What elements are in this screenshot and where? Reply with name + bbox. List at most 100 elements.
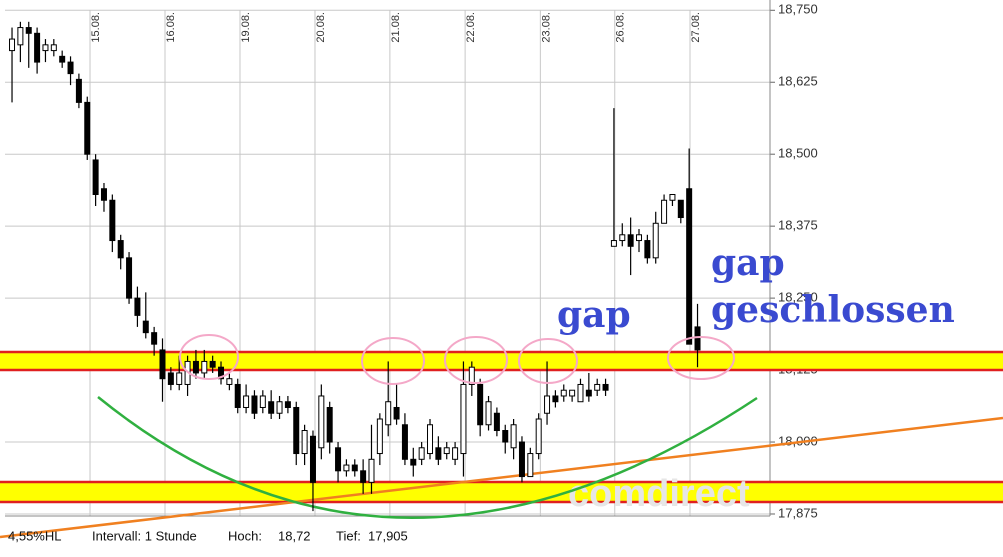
candle-body xyxy=(577,383,584,403)
x-tick-label: 26.08. xyxy=(615,12,627,43)
support-zone xyxy=(0,482,1003,502)
trend-line xyxy=(0,416,1003,539)
candle-body xyxy=(176,372,183,385)
candle-body xyxy=(585,389,592,397)
footer-text: Hoch: xyxy=(228,528,262,543)
candle-body xyxy=(569,389,576,397)
candle-body xyxy=(502,430,509,443)
candle-body xyxy=(468,366,475,385)
candle-body xyxy=(34,32,41,63)
candle-body xyxy=(644,240,651,259)
highlight-circle xyxy=(518,338,578,384)
candle-body xyxy=(159,349,166,380)
candle-body xyxy=(560,389,567,397)
candle-body xyxy=(117,240,124,259)
candle-body xyxy=(309,435,316,483)
candle-body xyxy=(42,44,49,52)
candle-body xyxy=(686,188,693,345)
highlight-circle xyxy=(667,336,735,380)
y-tick-label: 17,875 xyxy=(778,505,818,520)
highlight-circle xyxy=(361,337,425,385)
candle-body xyxy=(485,401,492,426)
annotation: gap xyxy=(557,294,631,336)
candle-body xyxy=(401,424,408,460)
candle-body xyxy=(268,401,275,414)
candle-body xyxy=(126,257,133,299)
candle-body xyxy=(151,332,158,345)
candle-body xyxy=(669,193,676,201)
candle-body xyxy=(17,27,24,46)
candle-body xyxy=(452,447,459,460)
candle-body xyxy=(201,360,208,374)
bowl-curve xyxy=(97,396,758,519)
candle-body xyxy=(293,406,300,455)
candle-body xyxy=(661,199,668,224)
candle-body xyxy=(50,44,57,52)
candle-body xyxy=(594,383,601,391)
candle-body xyxy=(226,378,233,385)
candle-body xyxy=(627,234,634,247)
candle-body xyxy=(218,366,225,380)
candle-body xyxy=(493,412,500,432)
candle-body xyxy=(59,55,66,63)
candle-body xyxy=(368,458,375,483)
candle-body xyxy=(142,320,149,334)
candle-body xyxy=(427,424,434,455)
watermark: comdirect xyxy=(568,473,750,515)
candle-body xyxy=(510,424,517,449)
support-zone xyxy=(0,352,1003,370)
candle-body xyxy=(9,38,16,52)
candle-body xyxy=(518,441,525,478)
candle-body xyxy=(25,27,32,34)
y-tick-label: 18,250 xyxy=(778,290,818,305)
candle-body xyxy=(385,401,392,426)
x-tick-label: 22.08. xyxy=(465,12,477,43)
candle-body xyxy=(167,372,174,385)
candle-body xyxy=(602,383,609,391)
candle-body xyxy=(209,360,216,368)
candle-body xyxy=(460,383,467,455)
candle-body xyxy=(636,234,643,242)
candle-body xyxy=(435,447,442,460)
highlight-circle xyxy=(179,334,239,380)
x-tick-label: 19.08. xyxy=(240,12,252,43)
candle-body xyxy=(326,406,333,443)
candle-body xyxy=(410,458,417,466)
y-tick-label: 18,625 xyxy=(778,74,818,89)
x-tick-label: 27.08. xyxy=(690,12,702,43)
candle-body xyxy=(251,395,258,414)
candle-body xyxy=(84,101,91,155)
footer-text: 17,905 xyxy=(368,528,408,543)
x-tick-label: 20.08. xyxy=(315,12,327,43)
candle-body xyxy=(284,401,291,408)
x-tick-label: 23.08. xyxy=(540,12,552,43)
candle-body xyxy=(535,418,542,455)
candle-body xyxy=(477,383,484,426)
candle-body xyxy=(67,61,74,75)
candle-body xyxy=(360,470,367,483)
x-tick-label: 15.08. xyxy=(90,12,102,43)
candle-body xyxy=(75,78,82,103)
candle-body xyxy=(134,297,141,316)
x-tick-label: 21.08. xyxy=(390,12,402,43)
candles xyxy=(9,21,701,512)
candle-body xyxy=(259,395,266,408)
candle-body xyxy=(335,447,342,472)
candle-body xyxy=(276,401,283,414)
candle-body xyxy=(544,395,551,414)
footer-text: 4,55%HL xyxy=(8,528,61,543)
candle-body xyxy=(610,240,617,247)
candle-body xyxy=(318,395,325,449)
candle-body xyxy=(192,360,199,374)
candle-body xyxy=(652,222,659,259)
candle-body xyxy=(100,188,107,201)
footer-text: Intervall: 1 Stunde xyxy=(92,528,197,543)
candle-body xyxy=(92,159,99,195)
candle-body xyxy=(351,464,358,472)
candle-body xyxy=(234,383,241,408)
y-tick-label: 18,375 xyxy=(778,218,818,233)
footer-text: Tief: xyxy=(336,528,361,543)
candle-body xyxy=(109,199,116,242)
